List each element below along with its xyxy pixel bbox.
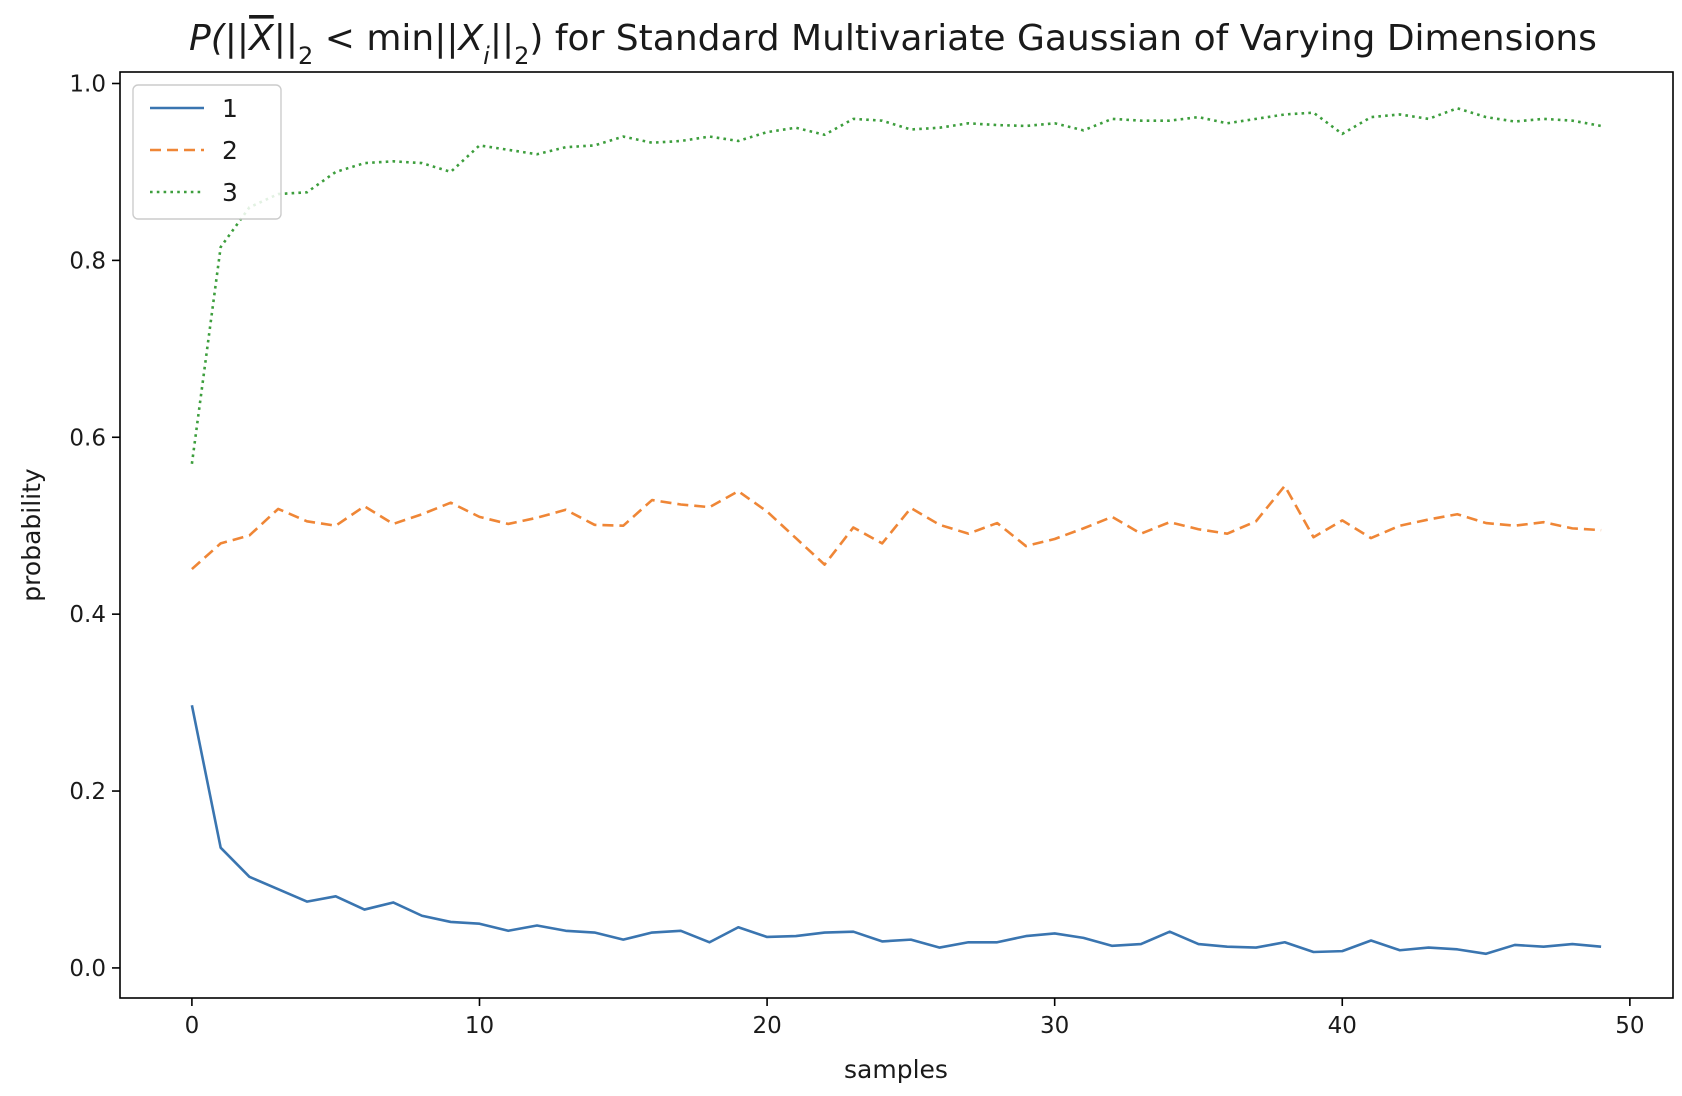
series-line-2 — [191, 484, 1602, 571]
series-line-1 — [190, 704, 1602, 956]
x-tick-label: 40 — [1328, 1013, 1357, 1039]
title-xi: X — [456, 18, 484, 59]
x-tick-label: 20 — [752, 1013, 781, 1039]
title-norm: || — [274, 18, 298, 59]
y-tick-label: 0.4 — [69, 602, 106, 628]
y-tick-label: 0.2 — [69, 779, 106, 805]
plot-area — [119, 71, 1674, 999]
y-tick-label: 1.0 — [69, 71, 106, 97]
x-tick-label: 0 — [185, 1013, 200, 1039]
legend-box — [132, 84, 282, 220]
legend: 1 2 3 — [132, 84, 282, 220]
y-tick-label: 0.6 — [69, 425, 106, 451]
y-tick-label: 0.0 — [69, 956, 106, 982]
x-tick-label: 10 — [465, 1013, 494, 1039]
legend-label-1: 1 — [222, 94, 238, 123]
legend-label-3: 3 — [222, 178, 238, 207]
title-sub2: 2 — [514, 42, 529, 70]
y-axis-label: probability — [17, 468, 46, 602]
series-line-3 — [190, 106, 1602, 464]
title-lt: < min|| — [313, 18, 458, 59]
title-sub1: 2 — [298, 42, 313, 70]
legend-label-2: 2 — [222, 136, 238, 165]
title-prefix: P(|| — [189, 18, 249, 59]
y-tick-label: 0.8 — [69, 248, 106, 274]
title-norm2: || — [490, 18, 514, 59]
title-sub-i: i — [483, 42, 490, 70]
title-xbar: X — [247, 18, 275, 59]
x-tick-label: 30 — [1040, 1013, 1069, 1039]
series-lines — [190, 106, 1602, 956]
x-tick-label: 50 — [1615, 1013, 1644, 1039]
chart-title: P(||X||2 < min||Xi||2) for Standard Mult… — [189, 18, 1597, 70]
title-suffix: ) for Standard Multivariate Gaussian of … — [529, 18, 1597, 59]
x-axis-label: samples — [844, 1055, 948, 1084]
axis-ticks: 0 10 20 30 40 50 0.0 0.2 0.4 0.6 0.8 1.0 — [69, 71, 1644, 1039]
